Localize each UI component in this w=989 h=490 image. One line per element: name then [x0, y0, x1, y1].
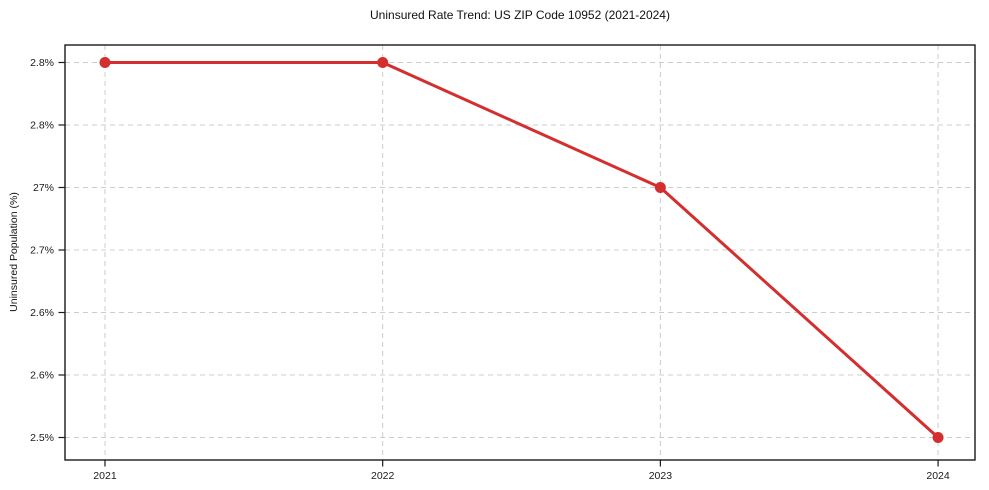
data-point-marker [377, 57, 389, 68]
data-point-marker [99, 57, 111, 68]
data-point-marker [932, 432, 944, 443]
data-point-marker [654, 182, 666, 193]
y-tick-label: 2.8% [30, 57, 54, 69]
y-tick-label: 2.5% [30, 432, 54, 444]
x-tick-label: 2023 [649, 470, 673, 482]
trend-line [104, 61, 940, 439]
x-tick-label: 2024 [926, 470, 950, 482]
y-tick-label: 27% [33, 182, 54, 194]
y-tick-label: 2.6% [30, 370, 54, 382]
y-tick-label: 2.6% [30, 307, 54, 319]
chart-title: Uninsured Rate Trend: US ZIP Code 10952 … [370, 8, 670, 22]
x-tick-label: 2022 [371, 470, 395, 482]
y-tick-label: 2.8% [30, 120, 54, 132]
y-tick-label: 2.7% [30, 245, 54, 257]
x-tick-label: 2021 [93, 470, 117, 482]
axes-frame [64, 44, 976, 461]
